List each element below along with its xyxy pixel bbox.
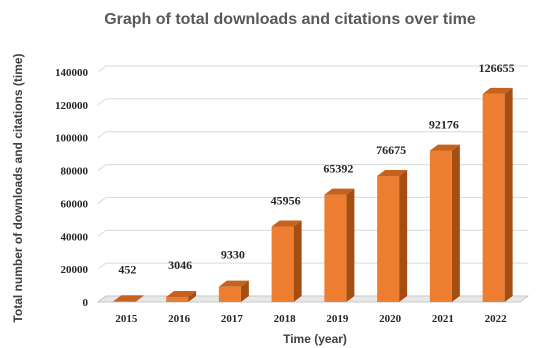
y-axis-title: Total number of downloads and citations … [11, 53, 25, 322]
bar-2018 [271, 220, 302, 302]
y-tick-label: 140000 [55, 67, 89, 79]
x-tick-label: 2020 [379, 313, 402, 325]
y-tick-label: 100000 [55, 133, 89, 145]
gridline-depth [97, 164, 107, 171]
x-tick-label: 2022 [485, 313, 508, 325]
bar [271, 226, 294, 302]
bar-side [293, 220, 302, 302]
bar-2020 [377, 170, 408, 302]
bar-top [271, 220, 302, 227]
data-label: 452 [118, 262, 136, 276]
chart-floor [96, 295, 530, 303]
y-tick-label: 40000 [61, 231, 89, 243]
data-label: 92176 [429, 118, 459, 132]
x-tick-label: 2021 [432, 313, 454, 325]
bar [482, 93, 505, 303]
y-axis-ticks: 0 20000 40000 60000 80000 100000 120000 140000 [55, 67, 89, 309]
bar-2021 [429, 144, 460, 302]
bar-side [504, 87, 513, 303]
bar-top [429, 144, 460, 151]
gridline-depth [97, 98, 107, 106]
gridline-depth [97, 131, 107, 139]
data-label: 76675 [376, 143, 406, 157]
bar-2022 [482, 87, 513, 303]
bar [166, 296, 189, 302]
bar [113, 301, 136, 302]
bar [429, 150, 452, 302]
bar-side [135, 295, 144, 302]
bar-side [346, 188, 355, 302]
data-label: 45956 [271, 194, 301, 208]
bar-2016 [166, 290, 197, 302]
bar-2015 [113, 295, 144, 302]
bar-side [451, 144, 460, 302]
bar-top [113, 295, 144, 302]
bars [113, 87, 513, 303]
data-label: 3046 [168, 258, 192, 272]
y-tick-label: 120000 [55, 100, 89, 112]
bar [324, 194, 347, 302]
y-tick-label: 60000 [61, 198, 89, 210]
bar-top [482, 87, 513, 94]
bar-top [166, 290, 197, 297]
chart-title: Graph of total downloads and citations o… [104, 11, 476, 28]
data-label: 126655 [479, 61, 515, 75]
gridline-depth [97, 262, 107, 270]
x-tick-label: 2019 [326, 313, 349, 325]
bar [377, 176, 400, 302]
bar-top [324, 188, 355, 195]
x-tick-label: 2017 [221, 313, 244, 325]
bar [218, 286, 241, 302]
data-labels: 452 3046 9330 45956 65392 76675 92176 126655 [118, 61, 514, 276]
bar-top [377, 170, 408, 177]
x-axis-ticks: 2015 2016 2017 2018 2019 2020 2021 2022 [115, 313, 507, 325]
y-tick-label: 80000 [61, 166, 89, 178]
bar-side [399, 170, 408, 302]
x-tick-label: 2015 [115, 313, 138, 325]
gridline-depth [97, 197, 107, 204]
bar-side [188, 290, 197, 302]
gridlines [96, 65, 530, 303]
x-tick-label: 2016 [168, 313, 191, 325]
data-label: 9330 [221, 248, 245, 262]
gridline-depth [97, 229, 107, 237]
y-tick-label: 20000 [61, 264, 89, 276]
bar-2017 [218, 280, 249, 302]
bar-side [240, 280, 249, 302]
y-tick-label: 0 [83, 297, 89, 309]
x-axis-title: Time (year) [283, 332, 347, 346]
bar-2019 [324, 188, 355, 302]
bar-top [218, 280, 249, 287]
data-label: 65392 [323, 162, 353, 176]
x-tick-label: 2018 [274, 313, 297, 325]
gridline-depth [97, 65, 107, 73]
